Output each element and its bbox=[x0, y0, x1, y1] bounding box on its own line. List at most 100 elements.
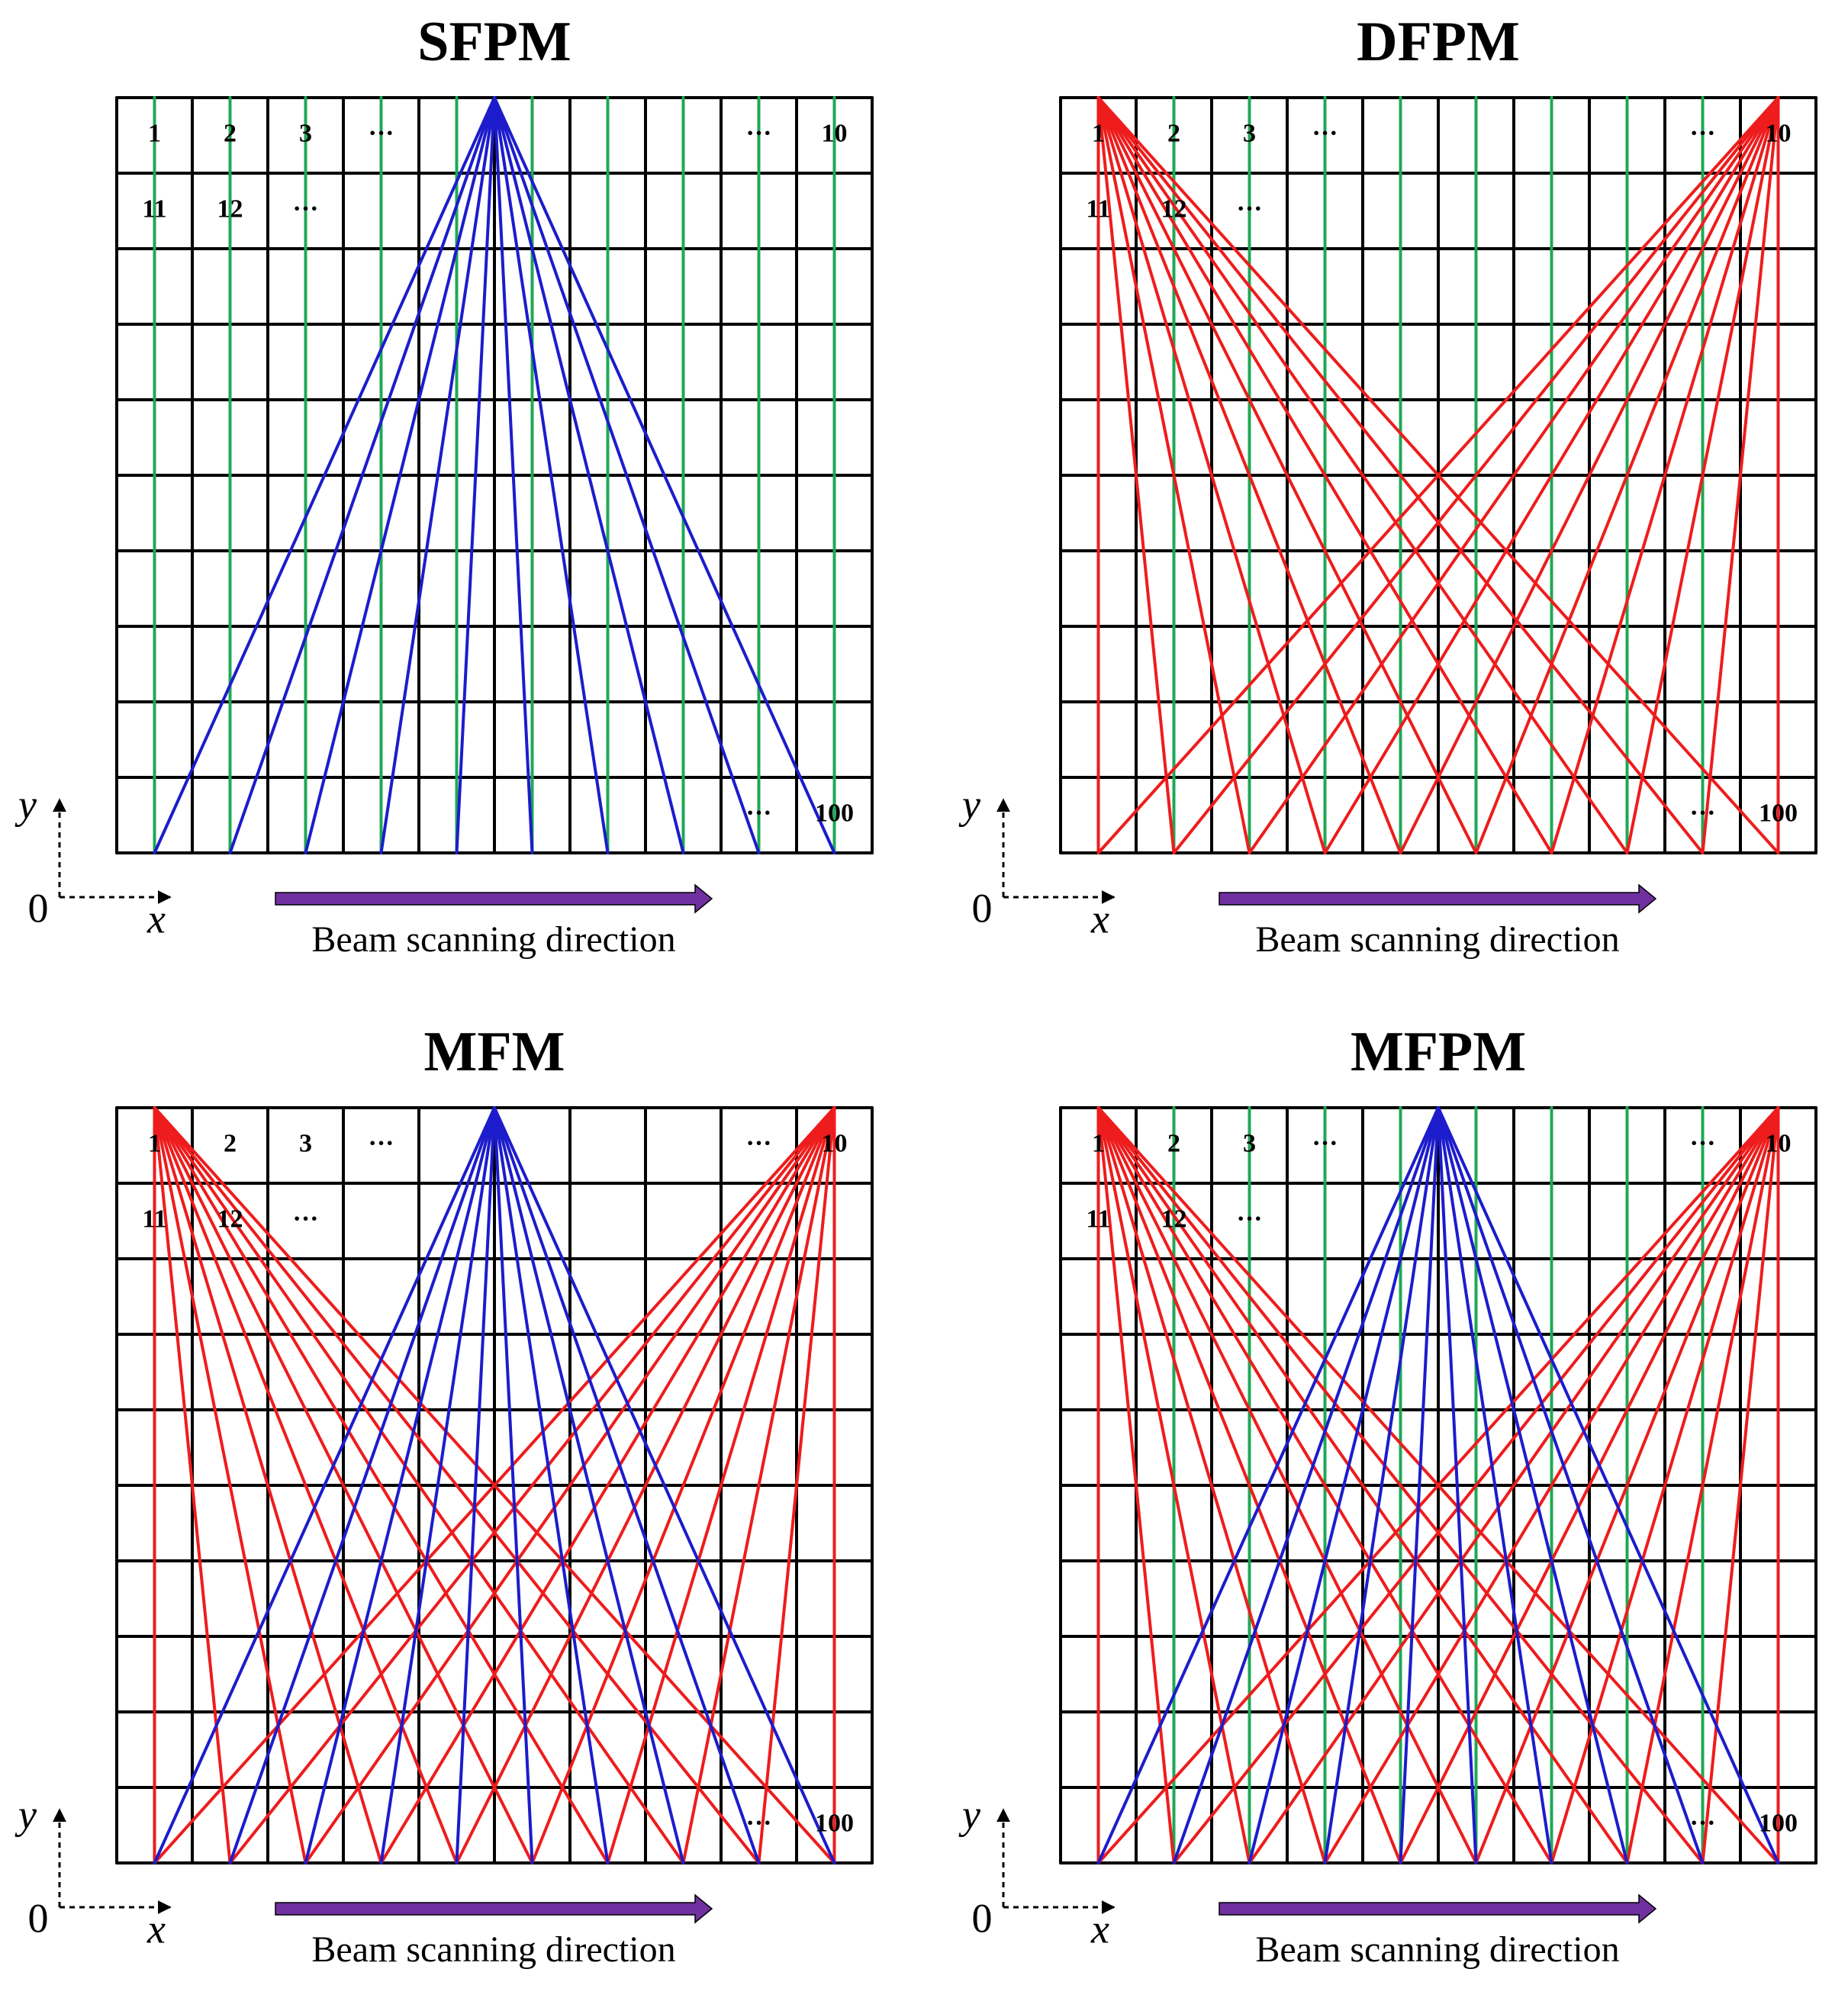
grid bbox=[115, 96, 874, 854]
cell-label-dots: ··· bbox=[1312, 1129, 1338, 1157]
red-beam-left bbox=[153, 1106, 232, 1864]
red-beam-left bbox=[1096, 96, 1402, 854]
cell-label-dots: ··· bbox=[1689, 799, 1715, 827]
cell-label-dots: ··· bbox=[745, 1809, 771, 1837]
scan-direction: Beam scanning direction bbox=[1219, 1893, 1657, 1970]
cell-label-dots: ··· bbox=[745, 119, 771, 147]
cell-label-100: 100 bbox=[815, 1809, 854, 1837]
panel-title: SFPM bbox=[417, 11, 571, 73]
blue-beam bbox=[1437, 1106, 1478, 1864]
cell-label-dots: ··· bbox=[368, 1129, 394, 1157]
cell-label-dots: ··· bbox=[292, 195, 318, 223]
cell-label-100: 100 bbox=[1759, 1809, 1798, 1837]
cell-label-dots: ··· bbox=[745, 1129, 771, 1157]
red-beam-right bbox=[1096, 96, 1780, 854]
y-axis-label: y bbox=[958, 781, 980, 827]
red-beam-right bbox=[1248, 96, 1780, 854]
scan-direction: Beam scanning direction bbox=[275, 1893, 713, 1970]
origin-label: 0 bbox=[972, 1895, 993, 1941]
red-beam-left bbox=[1096, 1106, 1478, 1864]
cell-label-10: 10 bbox=[822, 1129, 848, 1157]
scan-direction-arrow bbox=[275, 1893, 713, 1924]
red-beam-right bbox=[1323, 1106, 1780, 1864]
blue-beam bbox=[1437, 1106, 1705, 1864]
cell-label-10: 10 bbox=[1766, 1129, 1792, 1157]
cell-label-100: 100 bbox=[815, 799, 854, 827]
blue-beam bbox=[228, 96, 496, 854]
red-beam-right bbox=[1474, 1106, 1780, 1864]
red-beam-left bbox=[153, 1106, 383, 1864]
blue-beam bbox=[1437, 1106, 1629, 1864]
x-axis-label: x bbox=[146, 1906, 166, 1951]
blue-beam bbox=[455, 96, 496, 854]
blue-beam bbox=[1437, 1106, 1780, 1864]
scan-direction-caption: Beam scanning direction bbox=[1255, 919, 1619, 960]
red-beam-right bbox=[1625, 96, 1780, 854]
cell-label-dots: ··· bbox=[292, 1205, 318, 1233]
cell-label-10: 10 bbox=[1766, 119, 1792, 147]
cell-label-1: 1 bbox=[148, 1129, 161, 1157]
scan-direction-arrow bbox=[1219, 883, 1657, 914]
red-beam-right bbox=[1701, 96, 1780, 854]
origin-label: 0 bbox=[972, 885, 993, 931]
cell-label-2: 2 bbox=[1167, 1129, 1180, 1157]
cell-label-10: 10 bbox=[822, 119, 848, 147]
scan-direction-caption: Beam scanning direction bbox=[311, 919, 675, 960]
y-axis-label: y bbox=[14, 781, 37, 827]
red-beam-left bbox=[1096, 96, 1629, 854]
scan-direction-caption: Beam scanning direction bbox=[1255, 1929, 1619, 1970]
blue-beam bbox=[493, 96, 761, 854]
cell-label-dots: ··· bbox=[1236, 1205, 1262, 1233]
red-beam-left bbox=[153, 1106, 307, 1864]
x-axis-label: x bbox=[1090, 896, 1109, 941]
red-beam-right bbox=[1172, 96, 1780, 854]
red-beam-right bbox=[379, 1106, 836, 1864]
blue-beam bbox=[493, 1106, 534, 1864]
panel-title: MFM bbox=[424, 1021, 565, 1083]
red-beam-right bbox=[1399, 1106, 1780, 1864]
red-beam-left bbox=[153, 1106, 534, 1864]
red-beam-left bbox=[1096, 96, 1553, 854]
cell-label-11: 11 bbox=[1086, 195, 1110, 223]
blue-fan bbox=[153, 1106, 836, 1864]
red-beam-right bbox=[455, 1106, 836, 1864]
red-beam-left bbox=[1096, 1106, 1629, 1864]
red-beam-left bbox=[1096, 1106, 1553, 1864]
blue-beam bbox=[493, 1106, 610, 1864]
blue-beam bbox=[1172, 1106, 1440, 1864]
red-beam-left bbox=[1096, 1106, 1251, 1864]
cell-label-dots: ··· bbox=[745, 799, 771, 827]
cell-label-12: 12 bbox=[1161, 1205, 1187, 1233]
red-beam-right bbox=[153, 1106, 836, 1864]
red-beam-right bbox=[1399, 96, 1780, 854]
red-beam-left bbox=[1096, 96, 1176, 854]
red-beam-left bbox=[1096, 1106, 1176, 1864]
cell-label-1: 1 bbox=[1092, 1129, 1105, 1157]
y-axis-label: y bbox=[14, 1791, 37, 1837]
blue-beam bbox=[493, 96, 534, 854]
red-beam-right bbox=[1096, 1106, 1780, 1864]
axis-indicator: y x 0 bbox=[14, 1791, 172, 1951]
cell-label-dots: ··· bbox=[368, 119, 394, 147]
red-beam-left bbox=[1096, 96, 1327, 854]
cell-label-2: 2 bbox=[224, 1129, 237, 1157]
red-fans bbox=[1096, 1106, 1780, 1864]
red-beam-right bbox=[228, 1106, 836, 1864]
red-beam-right bbox=[1248, 1106, 1780, 1864]
red-beam-right bbox=[757, 1106, 836, 1864]
panel-title: DFPM bbox=[1357, 11, 1520, 73]
cell-label-11: 11 bbox=[142, 195, 166, 223]
cell-label-12: 12 bbox=[217, 195, 243, 223]
cell-label-11: 11 bbox=[1086, 1205, 1110, 1233]
cell-label-dots: ··· bbox=[1312, 119, 1338, 147]
cell-label-2: 2 bbox=[224, 119, 237, 147]
x-axis-label: x bbox=[1090, 1906, 1109, 1951]
